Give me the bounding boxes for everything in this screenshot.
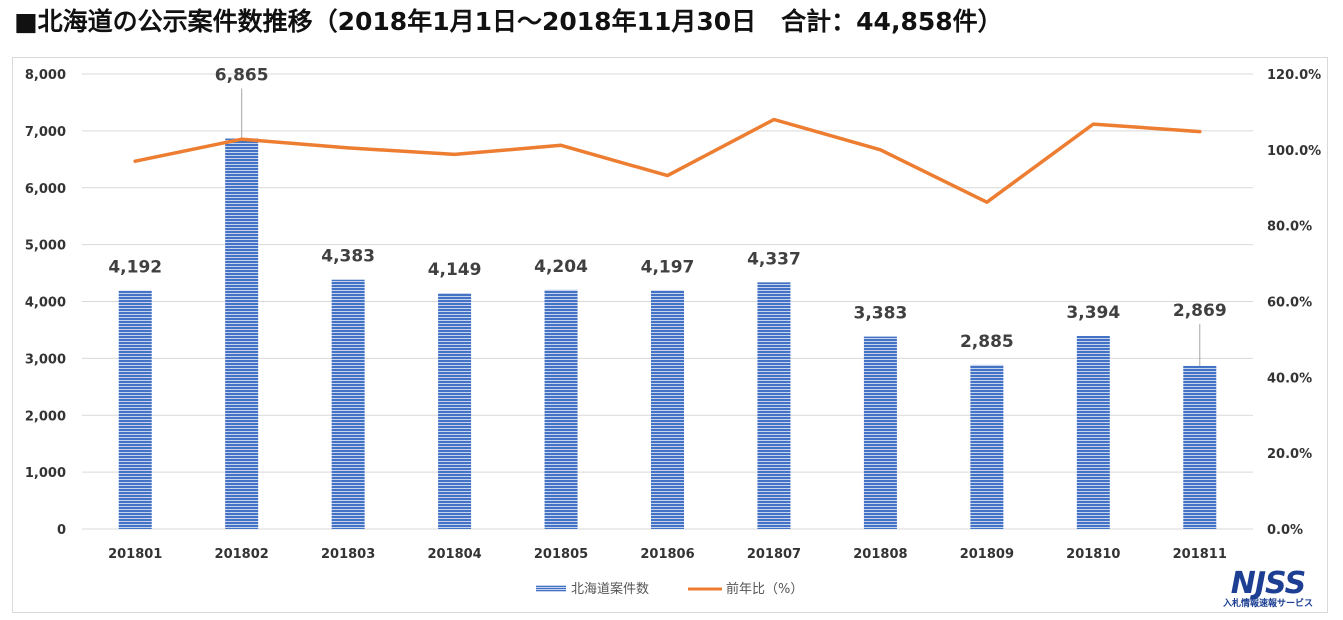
bar: [331, 279, 365, 529]
y2-tick-label: 100.0%: [1267, 144, 1321, 159]
y2-tick-label: 20.0%: [1267, 447, 1312, 462]
y-tick-label: 0: [57, 523, 66, 538]
bar-series: [118, 138, 1217, 529]
bar: [544, 289, 578, 529]
bar: [1076, 335, 1110, 529]
bar: [651, 290, 684, 529]
data-label: 2,869: [1173, 301, 1227, 321]
x-tick-label: 201805: [534, 547, 588, 562]
page-title: ■北海道の公示案件数推移（2018年1月1日～2018年11月30日 合計：44…: [14, 7, 1003, 36]
logo-subtext: 入札情報速報サービス: [1222, 597, 1313, 609]
y2-tick-label: 80.0%: [1267, 220, 1312, 235]
data-label: 4,204: [534, 257, 588, 277]
x-tick-label: 201801: [108, 547, 162, 562]
bar: [970, 364, 1004, 529]
legend-label-line: 前年比（%）: [726, 581, 803, 597]
x-tick-label: 201804: [427, 547, 481, 562]
gridlines: [82, 73, 1253, 530]
bar: [863, 336, 897, 529]
y-tick-label: 6,000: [25, 182, 66, 197]
data-label: 4,337: [747, 249, 801, 269]
njss-logo: NJSS 入札情報速報サービス: [1222, 566, 1313, 609]
legend-label-bar: 北海道案件数: [571, 582, 649, 597]
x-tick-label: 201810: [1066, 547, 1120, 562]
y2-tick-label: 40.0%: [1267, 371, 1312, 386]
data-label: 4,149: [428, 260, 482, 280]
x-tick-label: 201809: [960, 547, 1014, 562]
y-tick-label: 7,000: [25, 125, 66, 140]
data-label: 4,197: [641, 257, 695, 277]
data-label: 6,865: [215, 66, 269, 86]
y-tick-label: 3,000: [25, 352, 66, 367]
data-label: 4,383: [321, 247, 375, 267]
bar: [438, 293, 472, 529]
x-axis: 201801 201802 201803 201804 201805 201806 2018…: [108, 547, 1227, 562]
y-axis-right: 0.0% 20.0% 40.0% 60.0% 80.0% 100.0% 120.0%: [1267, 68, 1321, 538]
data-label: 2,885: [960, 332, 1014, 352]
chart-frame: [12, 57, 1328, 613]
y-tick-label: 5,000: [25, 239, 66, 254]
line-series-path: [133, 117, 1202, 204]
y-axis-left: 0 1,000 2,000 3,000 4,000 5,000 6,000 7,000 8,00…: [25, 68, 66, 538]
x-tick-label: 201808: [853, 547, 907, 562]
bar: [118, 290, 152, 529]
y-tick-label: 8,000: [25, 68, 66, 83]
y-tick-label: 2,000: [25, 409, 66, 424]
y2-tick-label: 120.0%: [1267, 68, 1321, 83]
y2-tick-label: 0.0%: [1267, 523, 1303, 538]
data-label: 3,383: [854, 304, 908, 324]
legend-swatch-bar: [536, 585, 566, 592]
bar: [225, 138, 259, 529]
data-label: 4,192: [108, 258, 162, 278]
y-tick-label: 4,000: [25, 296, 66, 311]
data-labels: 4,192 6,865 4,383 4,149 4,204 4,197 4,337 3,383…: [108, 66, 1226, 352]
leader-lines: [241, 88, 1201, 366]
data-label: 3,394: [1066, 303, 1120, 323]
x-tick-label: 201803: [321, 547, 375, 562]
y2-tick-label: 60.0%: [1267, 296, 1312, 311]
bar: [757, 282, 791, 529]
x-tick-label: 201802: [215, 547, 269, 562]
bar: [1183, 365, 1217, 529]
x-tick-label: 201811: [1173, 547, 1227, 562]
legend: 北海道案件数 前年比（%）: [536, 581, 803, 597]
x-tick-label: 201806: [640, 547, 694, 562]
line-series: [133, 117, 1202, 204]
y-tick-label: 1,000: [25, 466, 66, 481]
logo-mark: NJSS: [1231, 566, 1305, 601]
x-tick-label: 201807: [747, 547, 801, 562]
